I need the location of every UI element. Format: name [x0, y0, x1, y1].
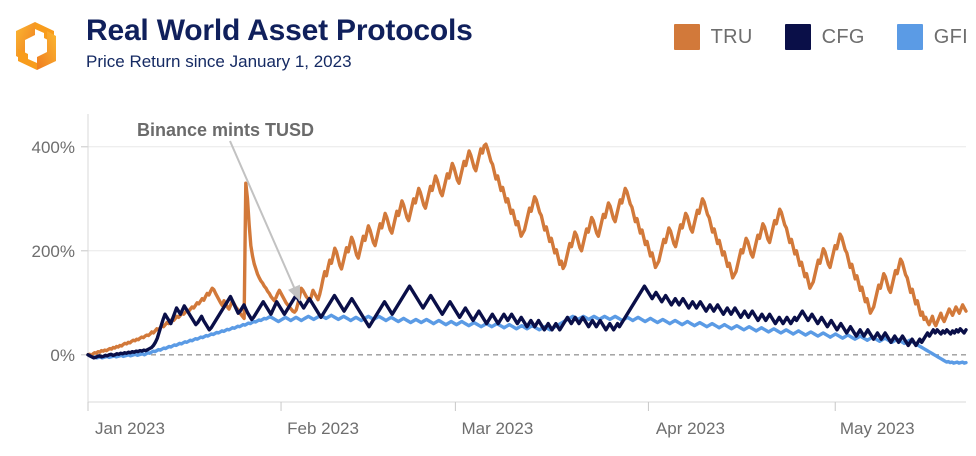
page-title: Real World Asset Protocols	[86, 14, 473, 47]
series-line-gfi[interactable]	[86, 313, 968, 365]
x-axis-label: Mar 2023	[461, 419, 533, 438]
chart-area: 0% 200% 400% Jan 2023 Feb 2023 Mar 2023 Apr 20…	[0, 96, 976, 456]
legend-label-gfi: GFI	[933, 25, 968, 48]
annotation-arrow-head	[288, 284, 300, 301]
y-axis-label: 0%	[50, 346, 75, 365]
chart-header: Real World Asset Protocols Price Return …	[0, 0, 976, 96]
legend-label-tru: TRU	[710, 25, 753, 48]
legend-label-cfg: CFG	[821, 25, 865, 48]
legend-swatch-gfi	[896, 24, 923, 50]
series-line-cfg[interactable]	[86, 284, 968, 360]
line-chart[interactable]: 0% 200% 400% Jan 2023 Feb 2023 Mar 2023 Apr 20…	[0, 96, 976, 456]
x-axis-label: Jan 2023	[95, 419, 165, 438]
y-axis-label: 200%	[32, 242, 75, 261]
legend-item-tru[interactable]: TRU	[673, 24, 753, 50]
y-axis-label: 400%	[32, 138, 75, 157]
x-axis-label: Feb 2023	[287, 419, 359, 438]
annotation-label: Binance mints TUSD	[137, 120, 314, 140]
chart-legend: TRU CFG GFI	[642, 24, 968, 50]
legend-swatch-tru	[673, 24, 700, 50]
legend-item-gfi[interactable]: GFI	[896, 24, 968, 50]
legend-swatch-cfg	[784, 24, 811, 50]
x-axis-label: Apr 2023	[656, 419, 725, 438]
page-subtitle: Price Return since January 1, 2023	[86, 52, 352, 71]
x-axis-label: May 2023	[840, 419, 915, 438]
legend-item-cfg[interactable]: CFG	[784, 24, 865, 50]
coin-metrics-logo-icon	[8, 18, 64, 74]
annotation-arrow-line	[229, 140, 301, 302]
